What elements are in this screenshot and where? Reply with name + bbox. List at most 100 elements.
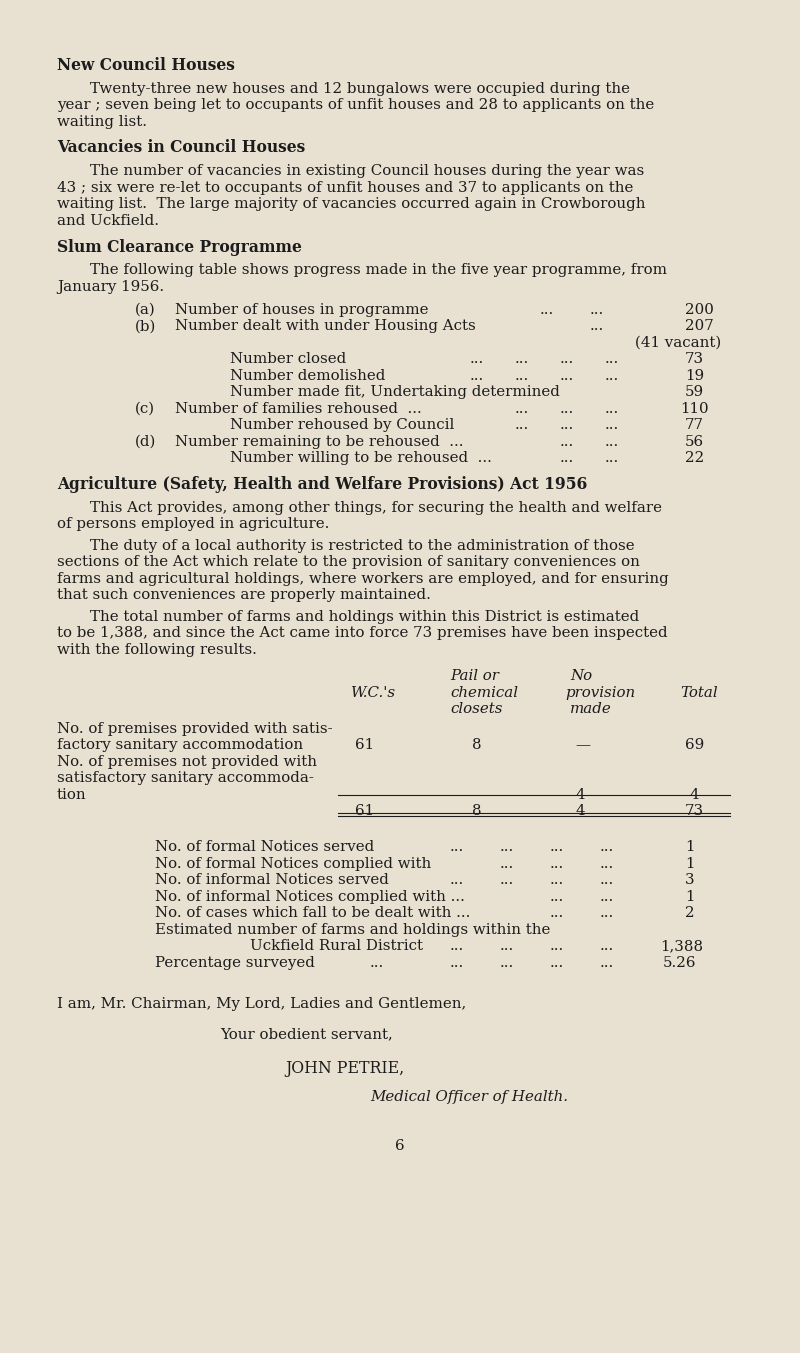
Text: to be 1,388, and since the Act came into force 73 premises have been inspected: to be 1,388, and since the Act came into… (57, 626, 668, 640)
Text: ...: ... (600, 840, 614, 855)
Text: ...: ... (600, 890, 614, 904)
Text: 22: 22 (685, 452, 704, 465)
Text: —: — (575, 739, 590, 752)
Text: 207: 207 (685, 319, 714, 333)
Text: The total number of farms and holdings within this District is estimated: The total number of farms and holdings w… (90, 610, 639, 624)
Text: made: made (570, 702, 612, 716)
Text: ...: ... (550, 890, 564, 904)
Text: 59: 59 (685, 386, 704, 399)
Text: of persons employed in agriculture.: of persons employed in agriculture. (57, 517, 330, 532)
Text: ...: ... (550, 907, 564, 920)
Text: ...: ... (500, 856, 514, 871)
Text: ...: ... (560, 402, 574, 415)
Text: No. of premises not provided with: No. of premises not provided with (57, 755, 317, 769)
Text: ...: ... (500, 874, 514, 888)
Text: ...: ... (605, 434, 619, 449)
Text: No. of formal Notices complied with: No. of formal Notices complied with (155, 856, 431, 871)
Text: Number rehoused by Council: Number rehoused by Council (230, 418, 454, 433)
Text: (c): (c) (135, 402, 155, 415)
Text: ...: ... (450, 957, 464, 970)
Text: Vacancies in Council Houses: Vacancies in Council Houses (57, 139, 306, 157)
Text: 5.26: 5.26 (663, 957, 697, 970)
Text: ...: ... (605, 452, 619, 465)
Text: 1: 1 (685, 890, 694, 904)
Text: ...: ... (470, 352, 484, 367)
Text: ...: ... (605, 352, 619, 367)
Text: ...: ... (550, 856, 564, 871)
Text: Twenty-three new houses and 12 bungalows were occupied during the: Twenty-three new houses and 12 bungalows… (90, 81, 630, 96)
Text: ...: ... (500, 957, 514, 970)
Text: ...: ... (515, 352, 530, 367)
Text: No. of formal Notices served: No. of formal Notices served (155, 840, 374, 855)
Text: ...: ... (450, 939, 464, 954)
Text: ...: ... (550, 840, 564, 855)
Text: The duty of a local authority is restricted to the administration of those: The duty of a local authority is restric… (90, 538, 634, 553)
Text: ...: ... (600, 939, 614, 954)
Text: ...: ... (560, 452, 574, 465)
Text: ...: ... (590, 303, 604, 317)
Text: Medical Officer of Health.: Medical Officer of Health. (370, 1089, 568, 1104)
Text: 110: 110 (680, 402, 709, 415)
Text: ...: ... (450, 874, 464, 888)
Text: ...: ... (560, 418, 574, 433)
Text: 61: 61 (355, 805, 374, 819)
Text: Total: Total (680, 686, 718, 700)
Text: chemical: chemical (450, 686, 518, 700)
Text: ...: ... (605, 369, 619, 383)
Text: Percentage surveyed: Percentage surveyed (155, 957, 315, 970)
Text: 8: 8 (472, 805, 482, 819)
Text: Number demolished: Number demolished (230, 369, 386, 383)
Text: (a): (a) (135, 303, 156, 317)
Text: No. of informal Notices complied with ...: No. of informal Notices complied with ..… (155, 890, 465, 904)
Text: ...: ... (600, 957, 614, 970)
Text: New Council Houses: New Council Houses (57, 57, 235, 74)
Text: 8: 8 (472, 739, 482, 752)
Text: year ; seven being let to occupants of unfit houses and 28 to applicants on the: year ; seven being let to occupants of u… (57, 99, 654, 112)
Text: W.C.'s: W.C.'s (350, 686, 395, 700)
Text: sections of the Act which relate to the provision of sanitary conveniences on: sections of the Act which relate to the … (57, 555, 640, 570)
Text: ...: ... (370, 957, 384, 970)
Text: January 1956.: January 1956. (57, 280, 164, 294)
Text: ...: ... (600, 907, 614, 920)
Text: ...: ... (500, 939, 514, 954)
Text: Estimated number of farms and holdings within the: Estimated number of farms and holdings w… (155, 923, 550, 936)
Text: 73: 73 (685, 805, 704, 819)
Text: ...: ... (600, 856, 614, 871)
Text: Number of houses in programme: Number of houses in programme (175, 303, 429, 317)
Text: Pail or: Pail or (450, 670, 499, 683)
Text: 4: 4 (690, 787, 700, 802)
Text: satisfactory sanitary accommoda-: satisfactory sanitary accommoda- (57, 771, 314, 786)
Text: ...: ... (560, 352, 574, 367)
Text: ...: ... (470, 369, 484, 383)
Text: ...: ... (600, 874, 614, 888)
Text: Agriculture (Safety, Health and Welfare Provisions) Act 1956: Agriculture (Safety, Health and Welfare … (57, 476, 587, 492)
Text: —: — (355, 787, 370, 802)
Text: No. of premises provided with satis-: No. of premises provided with satis- (57, 723, 333, 736)
Text: with the following results.: with the following results. (57, 643, 257, 656)
Text: ...: ... (515, 402, 530, 415)
Text: closets: closets (450, 702, 502, 716)
Text: ...: ... (515, 369, 530, 383)
Text: ...: ... (590, 319, 604, 333)
Text: Number of families rehoused  ...: Number of families rehoused ... (175, 402, 422, 415)
Text: 1: 1 (685, 840, 694, 855)
Text: This Act provides, among other things, for securing the health and welfare: This Act provides, among other things, f… (90, 501, 662, 515)
Text: 61: 61 (355, 739, 374, 752)
Text: The following table shows progress made in the five year programme, from: The following table shows progress made … (90, 264, 667, 277)
Text: Uckfield Rural District: Uckfield Rural District (250, 939, 423, 954)
Text: 1,388: 1,388 (660, 939, 703, 954)
Text: ...: ... (550, 874, 564, 888)
Text: ...: ... (560, 434, 574, 449)
Text: I am, Mr. Chairman, My Lord, Ladies and Gentlemen,: I am, Mr. Chairman, My Lord, Ladies and … (57, 997, 466, 1011)
Text: ...: ... (605, 402, 619, 415)
Text: waiting list.  The large majority of vacancies occurred again in Crowborough: waiting list. The large majority of vaca… (57, 198, 646, 211)
Text: tion: tion (57, 787, 86, 802)
Text: 4: 4 (575, 805, 585, 819)
Text: —: — (472, 787, 487, 802)
Text: Number closed: Number closed (230, 352, 346, 367)
Text: 4: 4 (575, 787, 585, 802)
Text: provision: provision (565, 686, 635, 700)
Text: 6: 6 (395, 1139, 405, 1153)
Text: ...: ... (550, 957, 564, 970)
Text: 73: 73 (685, 352, 704, 367)
